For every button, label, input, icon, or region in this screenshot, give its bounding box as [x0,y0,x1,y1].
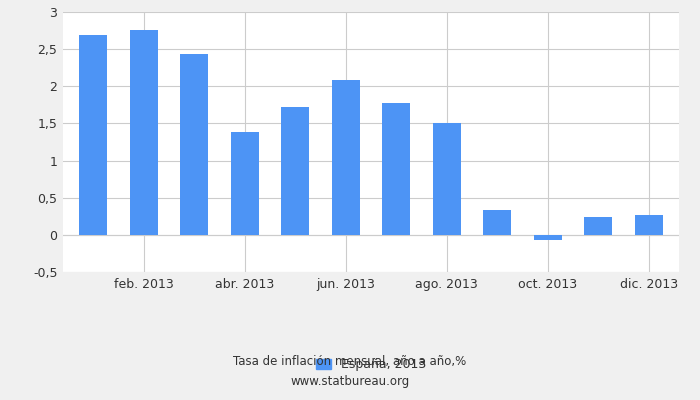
Legend: España, 2013: España, 2013 [312,354,430,375]
Bar [635,215,663,235]
Bar [231,132,259,235]
Bar [483,210,511,235]
Bar [534,235,561,240]
Bar [433,123,461,235]
Text: www.statbureau.org: www.statbureau.org [290,376,410,388]
Text: Tasa de inflación mensual, año a año,%: Tasa de inflación mensual, año a año,% [233,356,467,368]
Bar [181,54,208,235]
Bar [382,103,410,235]
Bar [584,217,612,235]
Bar [79,35,107,235]
Bar [332,80,360,235]
Bar [281,107,309,235]
Bar [130,30,158,235]
